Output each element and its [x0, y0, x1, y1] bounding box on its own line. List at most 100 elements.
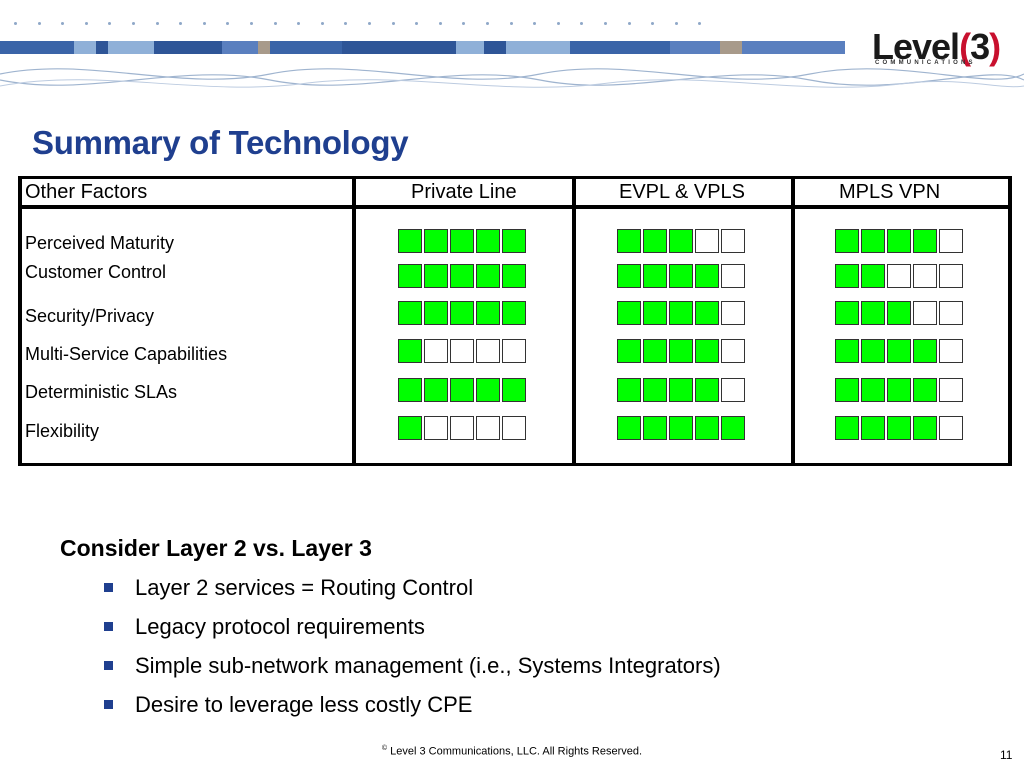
- stripe-segment: [96, 41, 108, 54]
- rating-cell-filled: [450, 229, 474, 253]
- decorative-dot: [698, 22, 702, 25]
- consider-heading: Consider Layer 2 vs. Layer 3: [60, 535, 372, 561]
- rating-cell-filled: [835, 416, 859, 440]
- rating-cell-empty: [721, 339, 745, 363]
- rating-cell-filled: [502, 264, 526, 288]
- decorative-dot: [627, 22, 631, 25]
- rating-cell-filled: [695, 339, 719, 363]
- rating-cell-empty: [939, 339, 963, 363]
- rating-cell-filled: [835, 229, 859, 253]
- rating-cell-filled: [617, 339, 641, 363]
- rating-cell-filled: [476, 301, 500, 325]
- header-other-factors: Other Factors: [25, 181, 148, 203]
- rating-cell-empty: [476, 339, 500, 363]
- rating-cell-empty: [913, 301, 937, 325]
- rating-cell-filled: [502, 229, 526, 253]
- rating-cell-filled: [643, 264, 667, 288]
- rating-bar: [835, 378, 965, 402]
- rating-cell-filled: [424, 378, 448, 402]
- factor-label: Flexibility: [25, 421, 100, 441]
- rating-cell-empty: [721, 229, 745, 253]
- rating-cell-empty: [502, 339, 526, 363]
- rating-cell-filled: [398, 229, 422, 253]
- rating-cell-filled: [502, 301, 526, 325]
- rating-bar: [617, 339, 747, 363]
- rating-bar: [835, 229, 965, 253]
- rating-cell-empty: [695, 229, 719, 253]
- rating-cell-filled: [887, 301, 911, 325]
- rating-cell-filled: [669, 264, 693, 288]
- rating-cell-empty: [913, 264, 937, 288]
- decorative-dot: [556, 22, 560, 25]
- rating-cell-empty: [424, 339, 448, 363]
- factor-label: Multi-Service Capabilities: [25, 344, 228, 364]
- rating-cell-filled: [861, 229, 885, 253]
- rating-cell-filled: [617, 301, 641, 325]
- comparison-table: [18, 176, 1012, 466]
- stripe-segment: [270, 41, 342, 54]
- decorative-dot: [462, 22, 466, 25]
- rating-cell-filled: [424, 264, 448, 288]
- decorative-dot: [84, 22, 88, 25]
- header-evpl-vpls: EVPL & VPLS: [619, 181, 745, 203]
- rating-cell-filled: [476, 229, 500, 253]
- decorative-stripe: [0, 41, 845, 54]
- decorative-dot: [438, 22, 442, 25]
- rating-cell-filled: [835, 301, 859, 325]
- decorative-dot: [273, 22, 277, 25]
- stripe-segment: [720, 41, 742, 54]
- stripe-segment: [670, 41, 720, 54]
- rating-cell-filled: [617, 416, 641, 440]
- rating-cell-filled: [398, 339, 422, 363]
- bullet-text: Desire to leverage less costly CPE: [135, 692, 473, 717]
- decorative-dot: [509, 22, 513, 25]
- rating-cell-filled: [861, 301, 885, 325]
- rating-cell-empty: [939, 378, 963, 402]
- table-border-right: [1008, 176, 1012, 466]
- rating-cell-filled: [643, 301, 667, 325]
- rating-bar: [398, 301, 528, 325]
- rating-cell-empty: [939, 301, 963, 325]
- rating-cell-filled: [398, 301, 422, 325]
- rating-cell-empty: [502, 416, 526, 440]
- rating-cell-filled: [887, 339, 911, 363]
- header-mpls-vpn: MPLS VPN: [839, 181, 941, 203]
- rating-cell-filled: [643, 378, 667, 402]
- decorative-dot: [580, 22, 584, 25]
- rating-cell-filled: [643, 416, 667, 440]
- rating-bar: [398, 264, 528, 288]
- rating-cell-filled: [887, 229, 911, 253]
- square-bullet-icon: [104, 622, 113, 631]
- rating-cell-filled: [835, 339, 859, 363]
- stripe-segment: [0, 41, 74, 54]
- rating-cell-filled: [424, 229, 448, 253]
- decorative-dot: [297, 22, 301, 25]
- rating-cell-filled: [424, 301, 448, 325]
- bullet-text: Layer 2 services = Routing Control: [135, 575, 474, 600]
- rating-bar: [835, 416, 965, 440]
- decorative-waves: [0, 68, 1024, 88]
- rating-bar: [617, 229, 747, 253]
- rating-cell-filled: [450, 301, 474, 325]
- rating-cell-filled: [887, 416, 911, 440]
- decorative-dot: [226, 22, 230, 25]
- rating-bar: [398, 229, 528, 253]
- decorative-dots: [14, 22, 734, 30]
- decorative-dot: [155, 22, 159, 25]
- stripe-segment: [108, 41, 154, 54]
- table-header-border: [18, 205, 1012, 209]
- rating-cell-filled: [669, 301, 693, 325]
- decorative-dot: [37, 22, 41, 25]
- factor-label: Customer Control: [25, 262, 167, 282]
- rating-cell-filled: [695, 378, 719, 402]
- table-divider-1: [352, 176, 356, 466]
- rating-cell-filled: [669, 339, 693, 363]
- decorative-dot: [415, 22, 419, 25]
- square-bullet-icon: [104, 583, 113, 592]
- rating-cell-empty: [721, 264, 745, 288]
- page-title: Summary of Technology: [32, 124, 409, 161]
- rating-cell-empty: [476, 416, 500, 440]
- rating-bar: [617, 378, 747, 402]
- decorative-dot: [651, 22, 655, 25]
- rating-cell-filled: [721, 416, 745, 440]
